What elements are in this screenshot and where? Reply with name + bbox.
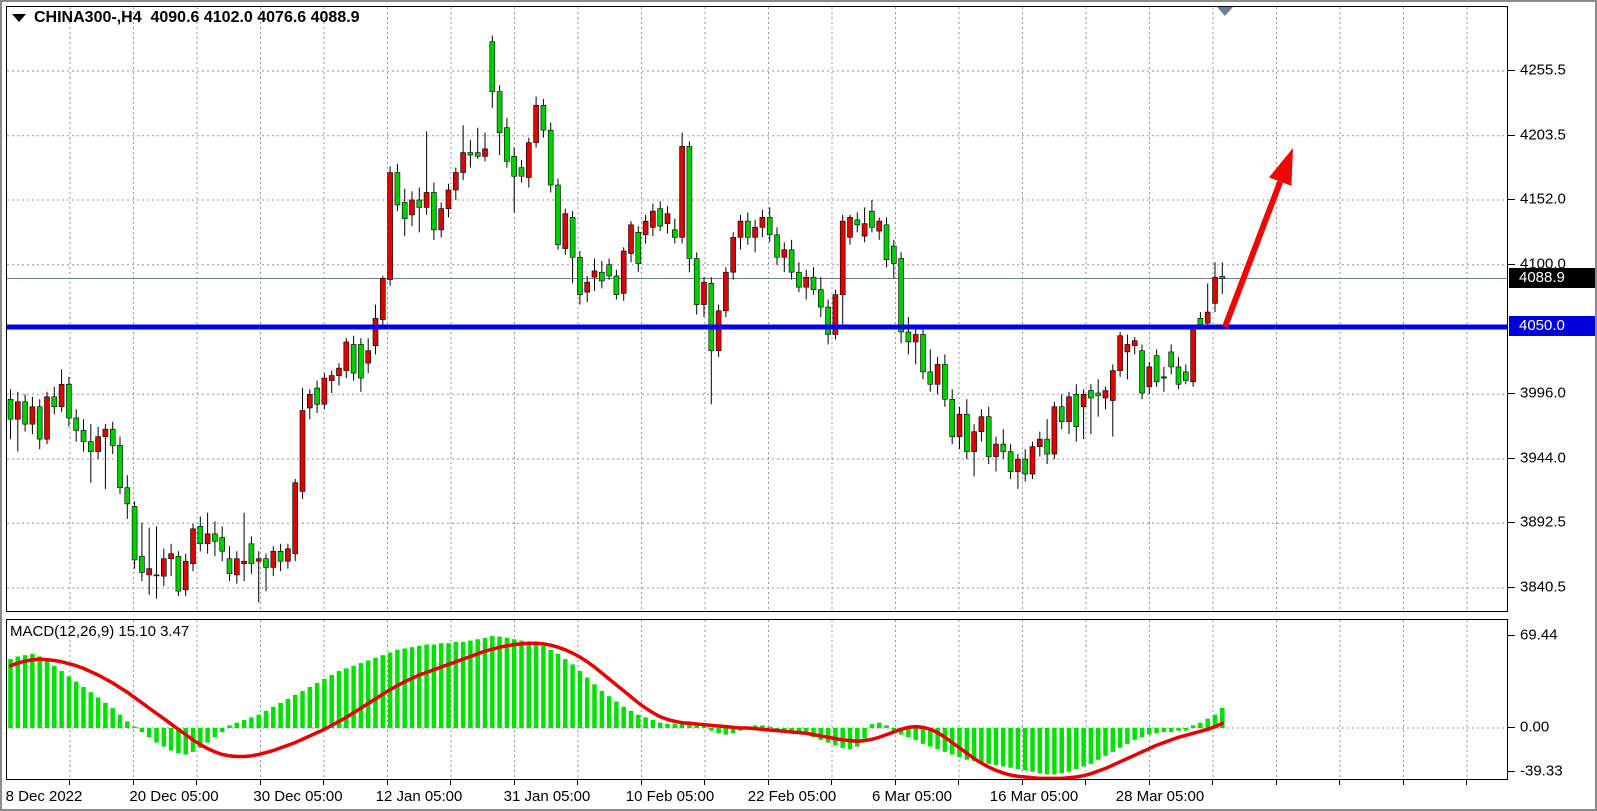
time-axis-label: 30 Dec 05:00 — [253, 788, 343, 805]
macd-canvas[interactable] — [7, 620, 1507, 779]
main-chart-panel[interactable] — [6, 6, 1508, 612]
time-axis-tick — [323, 780, 324, 785]
macd-axis-label: -39.33 — [1520, 762, 1563, 780]
time-axis-label: 10 Feb 05:00 — [625, 788, 715, 805]
time-axis-label: 22 Feb 05:00 — [747, 788, 837, 805]
time-axis-tick — [196, 780, 197, 785]
time-axis-tick — [831, 780, 832, 785]
macd-axis-tick — [1508, 771, 1515, 772]
macd-axis-tick — [1508, 635, 1515, 636]
time-axis-tick — [958, 780, 959, 785]
time-axis-tick — [1148, 780, 1150, 785]
price-axis-tick — [1508, 393, 1515, 395]
time-axis-label: 28 Mar 05:00 — [1115, 788, 1205, 805]
macd-axis-label: 69.44 — [1520, 626, 1558, 644]
time-axis-label: 8 Dec 2022 — [5, 788, 83, 805]
chart-title-row: CHINA300-,H4 4090.6 4102.0 4076.6 4088.9 — [12, 9, 360, 27]
current-price-badge: 4088.9 — [1509, 267, 1595, 288]
symbol-dropdown-icon[interactable] — [12, 14, 26, 22]
price-axis-label: 4255.5 — [1520, 61, 1566, 79]
time-axis-tick — [513, 780, 515, 785]
ohlc-values: 4090.6 4102.0 4076.6 4088.9 — [150, 9, 360, 26]
price-axis-tick — [1508, 263, 1515, 265]
time-axis-tick — [259, 780, 261, 785]
time-axis-tick — [767, 780, 769, 785]
macd-panel[interactable] — [6, 619, 1508, 780]
price-axis-tick — [1508, 522, 1515, 524]
price-axis-tick — [1508, 198, 1515, 200]
time-axis-tick — [69, 780, 70, 785]
support-level-badge: 4050.0 — [1509, 316, 1595, 336]
price-axis-label: 4203.5 — [1520, 126, 1566, 144]
time-axis-tick — [1466, 780, 1467, 785]
time-axis-tick — [386, 780, 388, 785]
time-axis-label: 6 Mar 05:00 — [871, 788, 953, 805]
price-axis-tick — [1508, 134, 1515, 136]
time-axis-tick — [704, 780, 705, 785]
time-axis-tick — [1212, 780, 1213, 785]
symbol-label: CHINA300-,H4 — [34, 9, 142, 26]
time-axis-label: 16 Mar 05:00 — [989, 788, 1079, 805]
price-axis-label: 3892.5 — [1520, 513, 1566, 531]
time-axis-label: 20 Dec 05:00 — [129, 788, 219, 805]
macd-signal-line — [8, 641, 1225, 779]
price-axis-tick — [1508, 587, 1515, 588]
price-axis-tick — [1508, 70, 1515, 71]
time-axis-tick — [132, 780, 134, 785]
macd-axis-tick — [1508, 727, 1515, 728]
time-axis-label: 12 Jan 05:00 — [375, 788, 463, 805]
chart-shift-marker-icon[interactable] — [1217, 7, 1233, 16]
trend-arrow-head[interactable] — [1268, 148, 1293, 186]
time-axis-label: 31 Jan 05:00 — [503, 788, 591, 805]
trend-arrow-shaft[interactable] — [1222, 180, 1284, 329]
price-axis-label: 4152.0 — [1520, 190, 1566, 208]
time-axis-tick — [894, 780, 896, 785]
candles — [7, 35, 1226, 603]
chart-title: CHINA300-,H4 4090.6 4102.0 4076.6 4088.9 — [34, 9, 360, 27]
price-axis-label: 3944.0 — [1520, 449, 1566, 467]
time-axis-tick — [1275, 780, 1277, 785]
time-axis-tick — [1402, 780, 1404, 785]
time-axis-tick — [1339, 780, 1340, 785]
time-axis-tick — [640, 780, 642, 785]
time-axis-tick — [1085, 780, 1086, 785]
price-axis-label: 3840.5 — [1520, 578, 1566, 596]
time-axis-tick — [1021, 780, 1023, 785]
macd-axis-label: 0.00 — [1520, 718, 1550, 736]
candlestick-canvas[interactable] — [7, 7, 1507, 611]
price-axis-tick — [1508, 458, 1515, 460]
time-axis-tick — [577, 780, 578, 785]
macd-indicator-label: MACD(12,26,9) 15.10 3.47 — [10, 623, 190, 640]
price-axis-label: 3996.0 — [1520, 384, 1566, 402]
time-axis-tick — [450, 780, 451, 785]
